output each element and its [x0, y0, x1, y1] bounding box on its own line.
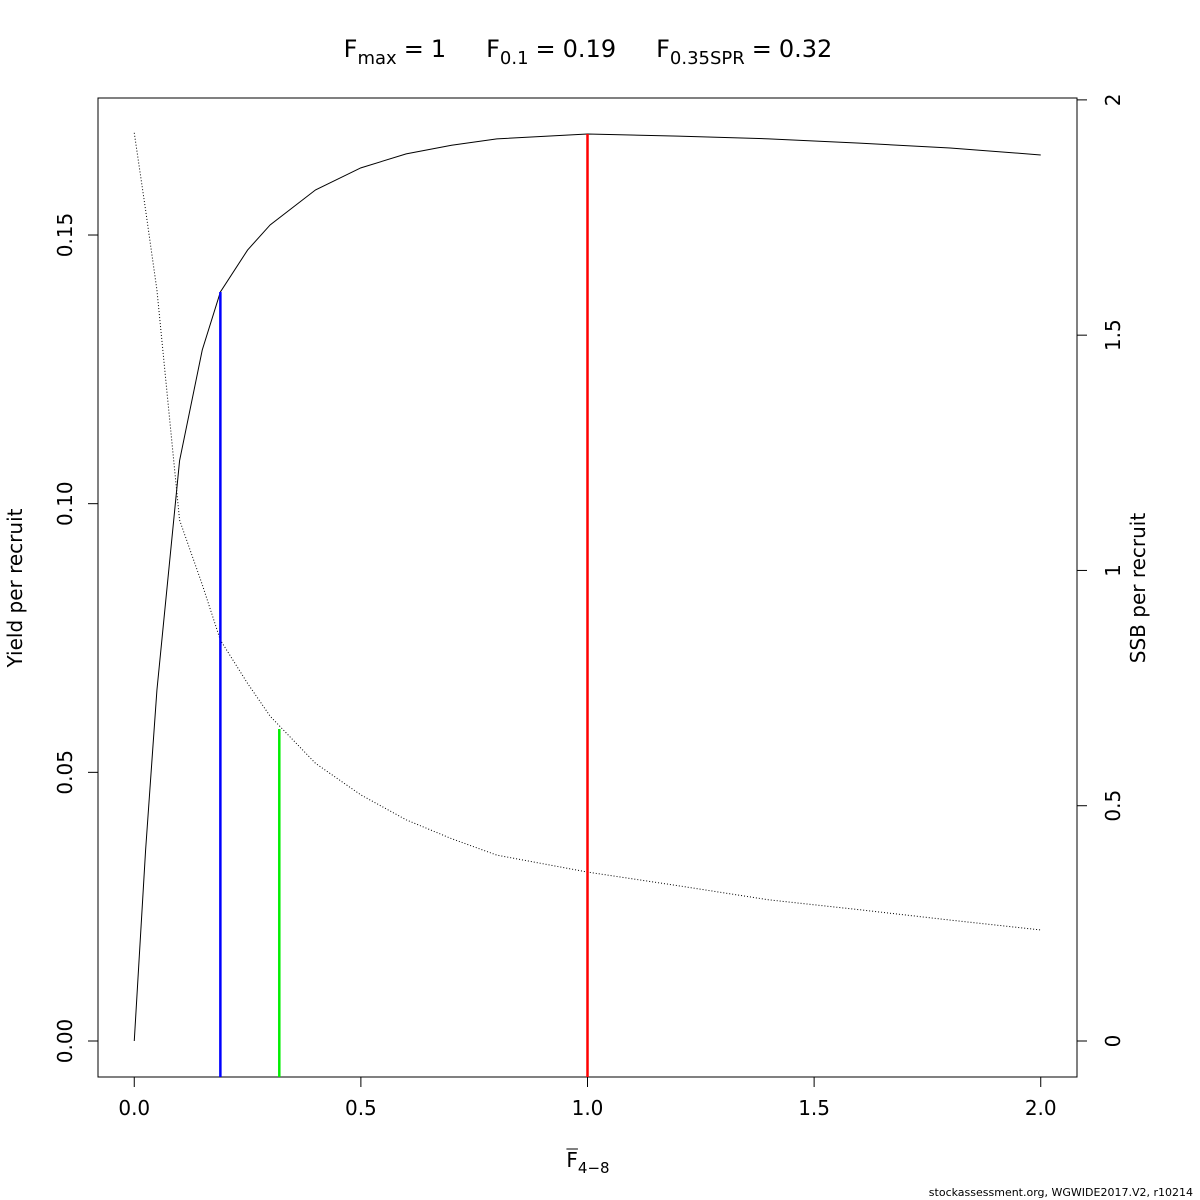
- x-label-symbol: F: [566, 1148, 578, 1172]
- x-tick-label: 2.0: [1025, 1096, 1057, 1120]
- chart-title: Fmax = 1 F0.1 = 0.19 F0.35SPR = 0.32: [344, 35, 833, 69]
- y2-tick-label: 1: [1101, 564, 1125, 577]
- title-symbol: F: [656, 35, 670, 63]
- y2-tick-label: 0.5: [1101, 790, 1125, 822]
- title-value: 0.19: [563, 35, 616, 63]
- title-sign: =: [536, 35, 556, 63]
- title-sign: =: [752, 35, 772, 63]
- title-subscript: 0.35SPR: [670, 48, 745, 69]
- x-tick-label: 0.0: [118, 1096, 150, 1120]
- y2-axis-label: SSB per recruit: [1126, 513, 1150, 664]
- y-tick-label: 0.15: [53, 213, 77, 258]
- title-symbol: F: [344, 35, 358, 63]
- title-value: 0.32: [779, 35, 832, 63]
- series-line: [133, 132, 1041, 931]
- y2-tick-label: 1.5: [1101, 319, 1125, 351]
- title-subscript: max: [357, 48, 397, 69]
- series-line: [133, 133, 1041, 1042]
- x-tick-label: 1.0: [572, 1096, 604, 1120]
- footer: stockassessment.org, WGWIDE2017.V2, r102…: [929, 1186, 1193, 1199]
- y-axis-label: Yield per recruit: [3, 508, 27, 668]
- title-subscript: 0.1: [500, 48, 529, 69]
- title-value: 1: [431, 35, 446, 63]
- x-axis-label: F4−8: [566, 1148, 609, 1177]
- y2-tick-label: 2: [1101, 94, 1125, 107]
- title-symbol: F: [486, 35, 500, 63]
- title-sign: =: [404, 35, 424, 63]
- y2-tick-label: 0: [1101, 1035, 1125, 1048]
- y-tick-label: 0.05: [53, 750, 77, 795]
- y-tick-label: 0.00: [53, 1019, 77, 1064]
- x-tick-label: 1.5: [798, 1096, 830, 1120]
- y-tick-label: 0.10: [53, 481, 77, 526]
- x-label-subscript: 4−8: [578, 1159, 610, 1177]
- x-tick-label: 0.5: [345, 1096, 377, 1120]
